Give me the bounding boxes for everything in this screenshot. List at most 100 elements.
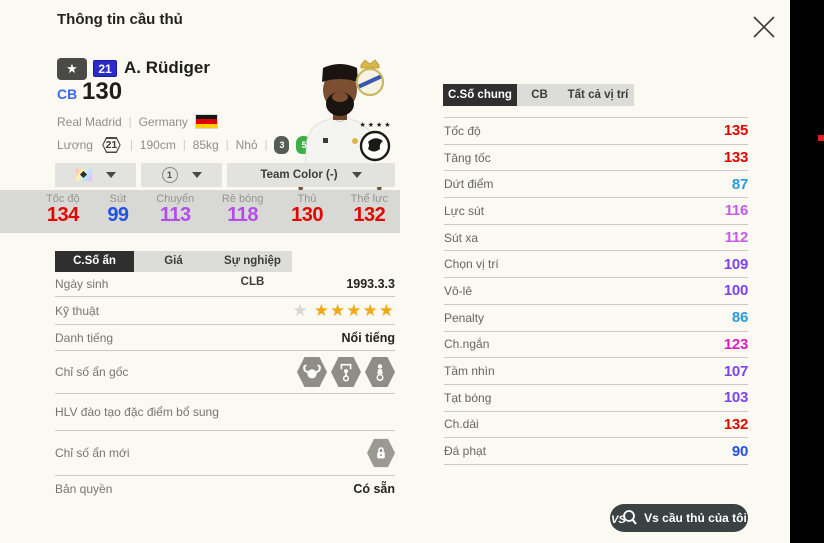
stat-value: 133 — [723, 149, 748, 167]
card-type-dropdown[interactable] — [55, 163, 136, 187]
stat-row: Tốc độ 135 — [444, 118, 748, 145]
main-stat: Thể lực 132 — [350, 193, 388, 226]
main-stat: Thủ 130 — [291, 193, 323, 226]
team-color-dropdown[interactable]: Team Color (-) — [227, 163, 395, 187]
star-icon — [330, 302, 346, 319]
compare-with-my-player-button[interactable]: VS Vs cầu thủ của tôi — [610, 504, 748, 532]
body-type: Nhỏ — [235, 138, 258, 152]
salary-badge: 21 — [100, 137, 123, 153]
divider: | — [182, 139, 186, 151]
tab-cb-stats[interactable]: CB — [517, 84, 562, 106]
stat-label: Đá phạt — [444, 444, 487, 459]
stat-label: Sút xa — [444, 230, 479, 245]
grade-number-icon: 1 — [161, 167, 178, 183]
germany-dfb-crest-icon: ★ ★ ★ ★ — [353, 118, 397, 171]
weak-foot-icon: 3 — [274, 136, 290, 154]
stat-row: Đá phạt 90 — [444, 438, 748, 465]
main-stat: Chuyển 113 — [156, 193, 195, 226]
main-stats-band: Tốc độ 134 Sút 99 Chuyển 113 Rê bóng 118… — [0, 190, 400, 233]
close-icon — [753, 16, 775, 38]
svg-text:★ ★ ★ ★: ★ ★ ★ ★ — [360, 121, 391, 129]
row-label: Ngày sinh — [55, 277, 109, 291]
chevron-down-icon — [191, 172, 202, 178]
goalpost-player-trait-icon — [331, 356, 361, 388]
vs-search-icon: VS — [611, 510, 637, 526]
stat-label: Tốc độ — [444, 123, 481, 138]
stat-row: Lực sút 116 — [444, 198, 748, 225]
red-indicator-dot — [818, 135, 824, 141]
player-height: 190cm — [139, 138, 176, 152]
row-value: Nổi tiếng — [341, 330, 395, 345]
stat-value: 132 — [723, 415, 748, 433]
stat-label: Vô-lê — [444, 283, 473, 298]
tab-price[interactable]: Giá — [134, 251, 213, 272]
salary-label: Lương — [57, 138, 93, 152]
stat-row: Tầm nhìn 107 — [444, 358, 748, 385]
tab-club-career[interactable]: Sự nghiệp CLB — [213, 251, 292, 288]
team-color-value: Team Color (-) — [260, 169, 338, 181]
player-ovr: 130 — [82, 78, 123, 105]
skill-moves-row: Kỹ thuật — [55, 297, 395, 325]
svg-text:VS: VS — [611, 514, 626, 526]
stat-row: Sút xa 112 — [444, 225, 748, 252]
stat-value: 90 — [731, 442, 748, 460]
stat-label: Lực sút — [444, 203, 485, 218]
germany-flag-icon — [194, 114, 218, 129]
stat-row: Tăng tốc 133 — [444, 145, 748, 172]
star-empty-icon — [293, 302, 309, 319]
stat-label: Chọn vị trí — [444, 257, 499, 272]
compare-button-label: Vs cầu thủ của tôi — [644, 511, 747, 525]
close-button[interactable] — [750, 13, 778, 41]
stat-value: 135 — [723, 122, 748, 140]
screen-edge-strip — [790, 0, 824, 543]
real-madrid-crest-icon — [352, 57, 388, 104]
stat-row: Dứt điểm 87 — [444, 171, 748, 199]
card-type-icon — [75, 169, 92, 181]
stat-value: 112 — [724, 229, 749, 247]
filter-dropdown-bar: 1 Team Color (-) — [55, 163, 395, 187]
row-label: Bản quyền — [55, 482, 113, 496]
coach-training-row: HLV đào tạo đặc điểm bổ sung — [55, 394, 395, 431]
page-title: Thông tin cầu thủ — [57, 11, 183, 28]
player-name: A. Rüdiger — [124, 58, 210, 77]
season-badge: 21 — [93, 60, 117, 77]
chevron-down-icon — [351, 172, 362, 178]
club-name: Real Madrid — [57, 114, 122, 129]
stat-label: Dứt điểm — [444, 177, 494, 192]
stat-value: 123 — [723, 335, 748, 353]
stat-value: 103 — [723, 389, 748, 407]
divider: | — [128, 115, 132, 128]
star-icon — [314, 302, 330, 319]
tab-all-positions[interactable]: Tất cả vị trí — [562, 84, 634, 106]
divider: | — [264, 139, 268, 151]
player-info-table: Ngày sinh 1993.3.3 Kỹ thuật Danh tiếng N… — [55, 272, 395, 502]
star-icon: ★ — [66, 61, 78, 76]
locked-hexagon-icon — [367, 438, 395, 468]
row-value: Có sẵn — [353, 482, 395, 496]
fame-row: Danh tiếng Nổi tiếng — [55, 325, 395, 351]
tab-hidden-stats[interactable]: C.Số ẩn — [55, 251, 134, 272]
divider: | — [225, 139, 229, 151]
player-position: CB — [57, 86, 78, 102]
stat-value: 86 — [731, 309, 748, 327]
row-label: Chỉ số ẩn gốc — [55, 365, 129, 379]
row-label: Danh tiếng — [55, 330, 114, 345]
stat-label: Ch.ngắn — [444, 337, 490, 352]
chevron-down-icon — [105, 172, 116, 178]
stat-row: Ch.ngắn 123 — [444, 332, 748, 359]
club-nation-row: Real Madrid | Germany — [57, 114, 218, 129]
hidden-new-stats-row: Chỉ số ẩn mới — [55, 431, 395, 476]
stat-label: Penalty — [444, 310, 485, 325]
left-tab-bar: C.Số ẩn Giá Sự nghiệp CLB — [55, 251, 292, 288]
stat-label: Tầm nhìn — [444, 364, 495, 379]
buffalo-trait-icon — [297, 356, 327, 388]
grade-dropdown[interactable]: 1 — [141, 163, 222, 187]
tab-general-stats[interactable]: C.Số chung — [443, 84, 517, 106]
stat-value: 107 — [723, 362, 748, 380]
hidden-original-stats-row: Chỉ số ẩn gốc — [55, 351, 395, 394]
stat-row: Vô-lê 100 — [444, 278, 748, 305]
license-row: Bản quyền Có sẵn — [55, 476, 395, 502]
row-label: HLV đào tạo đặc điểm bổ sung — [55, 405, 219, 419]
stat-value: 109 — [723, 255, 748, 273]
